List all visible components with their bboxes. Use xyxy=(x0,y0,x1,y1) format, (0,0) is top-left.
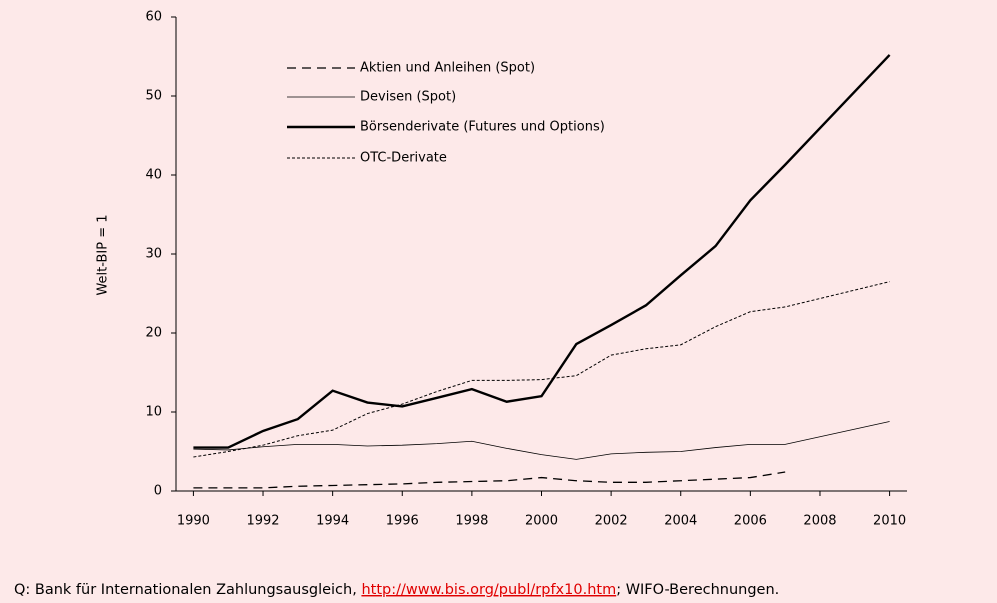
series-line xyxy=(193,471,786,489)
source-prefix: Q: Bank für Internationalen Zahlungsausg… xyxy=(14,582,361,598)
x-tick-label: 2000 xyxy=(525,514,558,529)
y-tick-label: 30 xyxy=(145,247,162,262)
y-tick-label: 0 xyxy=(154,484,162,499)
x-tick-label: 2010 xyxy=(873,514,906,529)
source-note: Q: Bank für Internationalen Zahlungsausg… xyxy=(14,582,779,598)
y-tick-label: 60 xyxy=(145,10,162,25)
x-tick-label: 1998 xyxy=(455,514,488,529)
legend-label: Devisen (Spot) xyxy=(360,90,456,105)
y-tick-label: 20 xyxy=(145,326,162,341)
x-tick-label: 1992 xyxy=(246,514,279,529)
series-line xyxy=(193,421,890,460)
x-tick-label: 2002 xyxy=(595,514,628,529)
series-line xyxy=(193,54,891,449)
legend-label: Börsenderivate (Futures und Options) xyxy=(360,120,605,135)
x-tick-label: 1996 xyxy=(386,514,419,529)
y-tick-label: 50 xyxy=(145,89,162,104)
x-tick-label: 2008 xyxy=(803,514,836,529)
source-link[interactable]: http://www.bis.org/publ/rpfx10.htm xyxy=(361,582,616,598)
source-suffix: ; WIFO-Berechnungen. xyxy=(616,582,779,598)
x-tick-label: 1990 xyxy=(177,514,210,529)
y-tick-label: 40 xyxy=(145,168,162,183)
x-tick-label: 2004 xyxy=(664,514,697,529)
y-tick-label: 10 xyxy=(145,405,162,420)
legend-label: OTC-Derivate xyxy=(360,151,447,166)
y-axis-label: Welt-BIP = 1 xyxy=(96,214,111,295)
series-line xyxy=(193,281,890,458)
x-tick-label: 2006 xyxy=(734,514,767,529)
legend-label: Aktien und Anleihen (Spot) xyxy=(360,61,535,76)
x-tick-label: 1994 xyxy=(316,514,349,529)
